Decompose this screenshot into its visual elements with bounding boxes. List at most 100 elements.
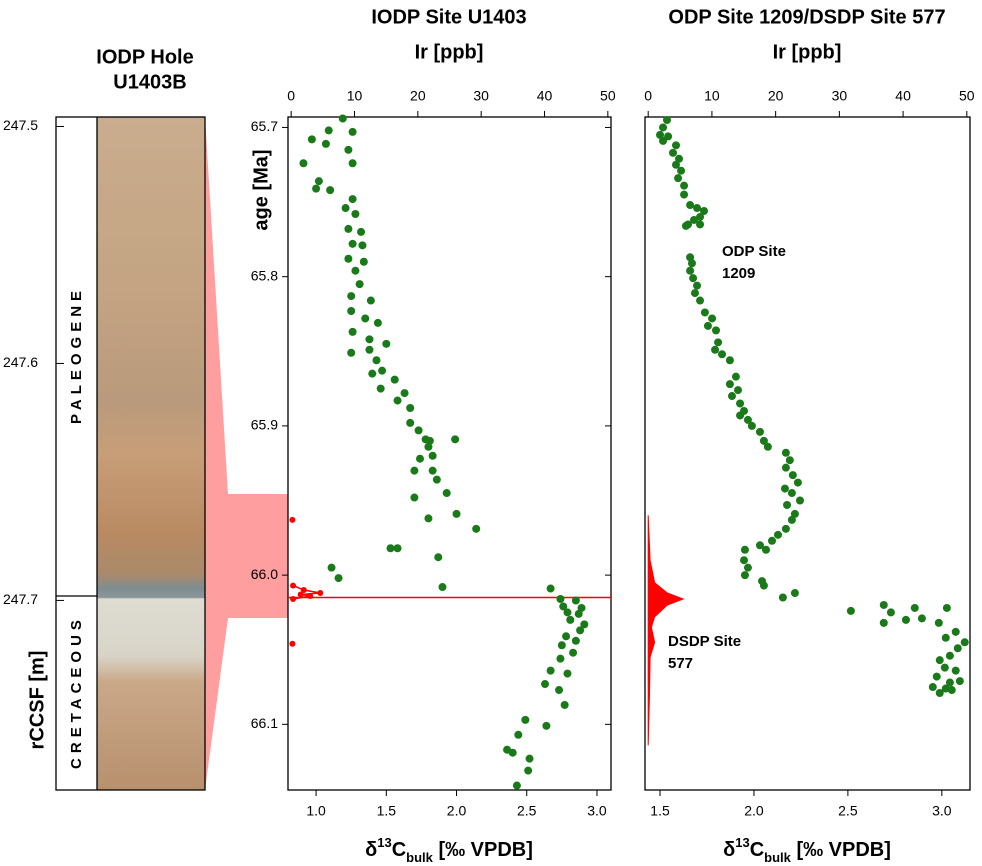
- data-point: [348, 159, 357, 168]
- data-point: [690, 289, 699, 298]
- data-point: [778, 593, 787, 602]
- data-point: [393, 396, 402, 405]
- data-point: [941, 684, 950, 693]
- data-point: [743, 415, 752, 424]
- data-point: [508, 748, 517, 757]
- data-point: [542, 721, 551, 730]
- panel-title: ODP Site 1209/DSDP Site 577: [668, 6, 945, 28]
- data-point: [357, 227, 366, 236]
- data-point: [699, 207, 708, 216]
- data-point: [793, 478, 802, 487]
- data-point: [382, 339, 391, 348]
- data-point: [960, 638, 969, 647]
- data-point: [562, 632, 571, 641]
- data-point: [414, 426, 423, 435]
- data-point: [410, 493, 419, 502]
- data-point: [696, 212, 705, 221]
- data-point: [410, 466, 419, 475]
- x2-tick-label: 40: [537, 88, 553, 104]
- y-tick-label: 66.1: [251, 715, 278, 731]
- data-point: [365, 335, 374, 344]
- data-point: [940, 663, 949, 672]
- data-point: [434, 553, 443, 562]
- data-point: [334, 574, 343, 583]
- data-point: [376, 384, 385, 393]
- data-point: [659, 123, 668, 132]
- ir-point: [290, 582, 297, 589]
- data-point: [690, 215, 699, 224]
- data-point: [700, 308, 709, 317]
- data-point: [712, 326, 721, 335]
- unit-label: CRETACEOUS: [68, 615, 85, 769]
- y-tick-label: 65.9: [251, 417, 278, 433]
- data-point: [557, 641, 566, 650]
- annotation: ODP Site: [722, 243, 786, 260]
- x-tick-label: 2.0: [447, 803, 467, 819]
- x-axis-label-part: bulk: [764, 850, 791, 865]
- data-point: [747, 421, 756, 430]
- data-point: [955, 677, 964, 686]
- data-point: [787, 489, 796, 498]
- data-point: [368, 369, 377, 378]
- data-point: [947, 686, 956, 695]
- data-point: [425, 436, 434, 445]
- data-point: [351, 266, 360, 275]
- data-point: [780, 484, 789, 493]
- data-point: [574, 609, 583, 618]
- data-point: [514, 730, 523, 739]
- x2-tick-label: 10: [347, 88, 363, 104]
- data-point: [668, 148, 677, 157]
- data-point: [386, 544, 395, 553]
- data-point: [358, 241, 367, 250]
- data-point: [563, 669, 572, 678]
- data-point: [338, 114, 347, 123]
- data-point: [879, 600, 888, 609]
- data-point: [344, 254, 353, 263]
- data-point: [935, 689, 944, 698]
- y-tick-label: 65.7: [251, 118, 278, 134]
- x2-tick-label: 0: [644, 88, 652, 104]
- annotation: DSDP Site: [668, 633, 741, 650]
- x-axis-label-part: [‰ VPDB]: [433, 839, 533, 861]
- data-point: [400, 389, 409, 398]
- data-point: [348, 127, 357, 136]
- data-point: [718, 350, 727, 359]
- data-point: [755, 427, 764, 436]
- data-point: [714, 338, 723, 347]
- data-point: [546, 584, 555, 593]
- data-point: [556, 654, 565, 663]
- data-point: [566, 615, 575, 624]
- data-point: [378, 366, 387, 375]
- x-axis-label-part: bulk: [406, 850, 433, 865]
- x2-tick-label: 40: [895, 88, 911, 104]
- data-point: [662, 115, 671, 124]
- core-y-label: rCCSF [m]: [26, 651, 48, 750]
- data-point: [763, 442, 772, 451]
- data-point: [390, 375, 399, 384]
- data-point: [727, 392, 736, 401]
- data-point: [438, 583, 447, 592]
- data-point: [424, 514, 433, 523]
- data-point: [416, 454, 425, 463]
- x-tick-label: 3.0: [932, 803, 952, 819]
- data-point: [472, 524, 481, 533]
- data-point: [687, 259, 696, 268]
- data-point: [314, 177, 323, 186]
- data-point: [787, 515, 796, 524]
- data-point: [681, 221, 690, 230]
- data-point: [781, 524, 790, 533]
- ir-point: [300, 587, 307, 594]
- data-point: [785, 456, 794, 465]
- data-point: [524, 766, 533, 775]
- data-point: [406, 418, 415, 427]
- data-point: [945, 651, 954, 660]
- data-point: [767, 536, 776, 545]
- core-title: U1403B: [113, 71, 186, 93]
- y-tick-label: 66.0: [251, 566, 278, 582]
- data-point: [321, 139, 330, 148]
- x2-tick-label: 30: [832, 88, 848, 104]
- data-point: [686, 266, 695, 275]
- data-point: [563, 608, 572, 617]
- x-tick-label: 1.0: [306, 803, 326, 819]
- data-point: [761, 545, 770, 554]
